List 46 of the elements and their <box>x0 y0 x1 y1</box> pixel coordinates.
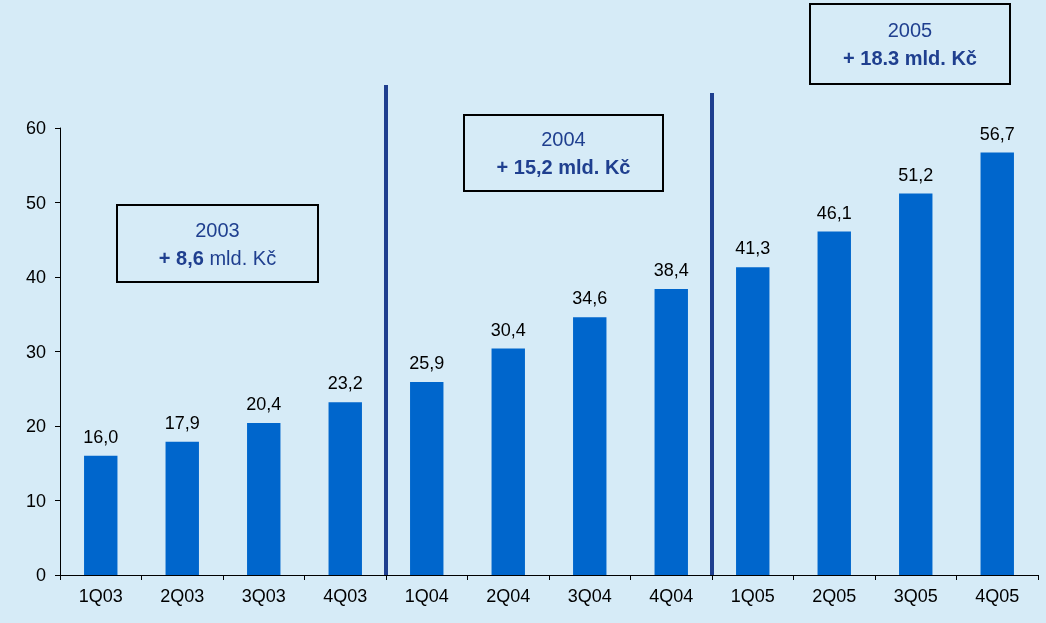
data-label: 56,7 <box>979 123 1015 144</box>
bar <box>736 267 770 575</box>
text: 2005 + 18.3 mld. Kč <box>843 19 977 69</box>
y-tick-label: 0 <box>35 565 46 585</box>
data-label: 16,0 <box>83 426 119 447</box>
x-tick-label: 3Q03 <box>241 586 286 606</box>
y-tick-label: 50 <box>25 192 46 213</box>
x-tick-label: 1Q05 <box>730 586 775 606</box>
y-tick-label: 30 <box>25 341 46 362</box>
x-tick-label: 2Q04 <box>486 586 531 606</box>
data-label: 17,9 <box>164 412 200 433</box>
x-tick-label: 2Q03 <box>160 586 205 606</box>
bar <box>328 402 362 575</box>
bar <box>980 152 1014 575</box>
x-tick-label: 3Q04 <box>567 586 612 606</box>
data-label: 51,2 <box>898 164 934 185</box>
bar <box>84 455 118 575</box>
bar <box>165 441 199 575</box>
x-tick-label: 3Q05 <box>893 586 938 606</box>
data-label: 20,4 <box>246 394 282 415</box>
x-tick-label: 1Q03 <box>78 586 123 606</box>
y-tick-label: 20 <box>25 416 46 436</box>
annotation: 2003 + 8,6 mld. Kč <box>158 218 277 269</box>
x-tick-label: 4Q03 <box>323 586 368 606</box>
bar <box>573 317 607 575</box>
data-label: 34,6 <box>572 288 608 309</box>
bar <box>491 348 525 575</box>
data-label: 30,4 <box>490 319 526 340</box>
x-tick-label: 4Q05 <box>975 586 1020 606</box>
y-tick-label: 10 <box>25 490 46 511</box>
bar <box>654 288 688 575</box>
annotation: 2004 + 15,2 mld. Kč <box>496 128 631 178</box>
data-label: 23,2 <box>327 373 363 394</box>
y-tick-label: 40 <box>25 267 46 287</box>
data-label: 25,9 <box>409 353 445 374</box>
bar <box>247 423 281 575</box>
bar <box>817 231 851 575</box>
bar <box>899 193 933 575</box>
bar <box>410 382 444 575</box>
y-tick-label: 60 <box>25 118 46 138</box>
x-tick-label: 4Q04 <box>649 586 694 606</box>
data-label: 38,4 <box>653 259 689 280</box>
x-tick-label: 1Q04 <box>404 586 449 606</box>
x-tick-label: 2Q05 <box>812 586 857 606</box>
data-label: 41,3 <box>735 238 771 259</box>
data-label: 46,1 <box>816 202 852 223</box>
